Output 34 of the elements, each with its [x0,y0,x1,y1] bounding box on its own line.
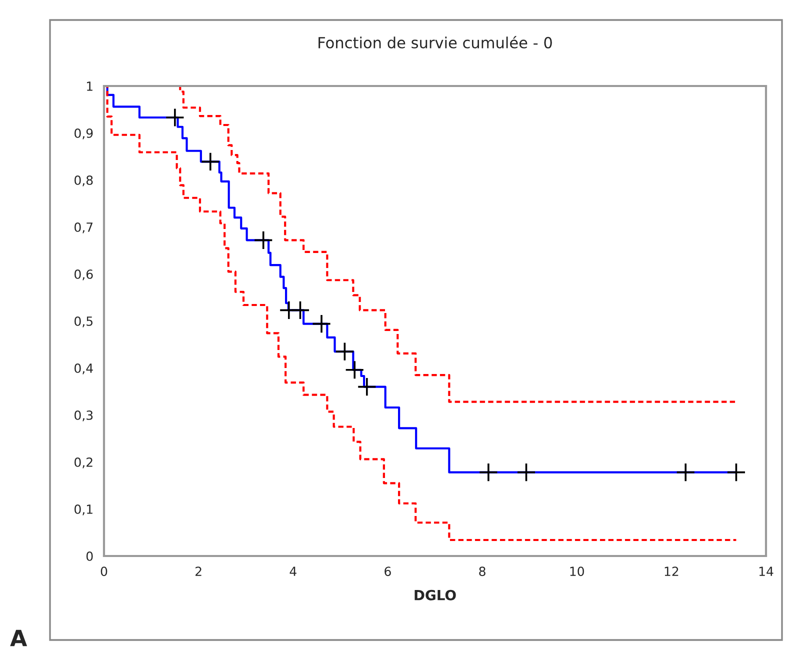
text: A [10,630,28,646]
point [726,462,746,482]
point [478,462,498,482]
x-axis-title: DGLO [414,590,456,600]
point [254,230,274,250]
y-tick-label: 0,1 [74,504,92,516]
x-tick-label: 12 [664,566,678,576]
point [200,152,220,172]
y-tick-label: 0,2 [74,457,92,468]
y-tick-label: 0 [86,551,93,561]
y-tick-label: 0,4 [74,363,93,374]
point [344,360,364,380]
x-tick-label: 8 [479,566,486,576]
y-tick-label: 0,7 [74,222,93,234]
x-tick-label: 10 [570,566,584,576]
y-tick-label: 0,3 [74,410,93,422]
x-tick-label: 14 [759,566,774,576]
y-tick-label: 0,6 [74,269,93,280]
y-tick-label: 0,9 [74,128,93,140]
x-tick-label: 6 [384,566,391,576]
y-tick-label: 1 [87,82,92,91]
point [357,377,377,396]
chart-title: Fonction de survie cumulée - 0 [318,36,552,48]
y-tick-label: 0,5 [74,316,92,328]
y-tick-label: 0,8 [74,175,93,186]
point [165,108,185,128]
x-tick-label: 2 [196,566,202,576]
point [290,300,310,320]
point [516,462,536,482]
point [334,342,354,362]
x-tick-label: 4 [290,566,296,576]
point [676,462,696,482]
x-tick-label: 0 [100,566,108,576]
point [312,314,332,334]
